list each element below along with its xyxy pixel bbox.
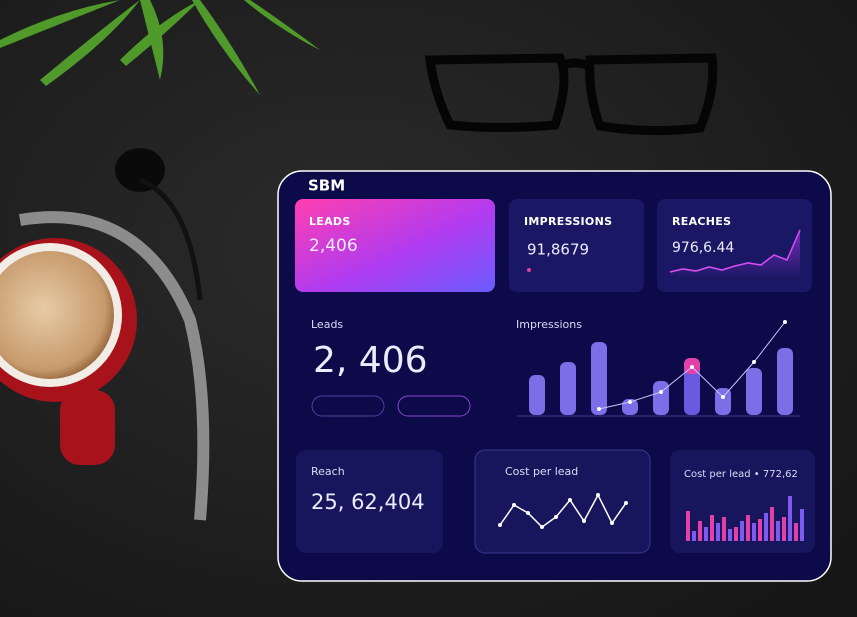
bar xyxy=(752,523,756,541)
bar xyxy=(710,515,714,541)
cost-point xyxy=(526,511,530,515)
reach-card xyxy=(296,450,443,553)
coffee xyxy=(0,251,114,379)
bar xyxy=(529,375,545,415)
trend-point xyxy=(783,320,787,324)
trend-point xyxy=(597,407,601,411)
impressions-card xyxy=(509,199,644,292)
cost-point xyxy=(624,501,628,505)
card-label: LEADS xyxy=(309,215,351,228)
bar xyxy=(728,529,732,541)
reach-value: 25, 62,404 xyxy=(311,490,425,514)
bar xyxy=(776,521,780,541)
bar xyxy=(777,348,793,415)
bar xyxy=(740,521,744,541)
bar xyxy=(653,381,669,415)
bar xyxy=(692,531,696,541)
bar xyxy=(782,517,786,541)
bar xyxy=(734,527,738,541)
bar xyxy=(560,362,576,415)
cost-point xyxy=(554,515,558,519)
bar xyxy=(788,496,792,541)
legend-dot xyxy=(527,268,531,272)
card-label: REACHES xyxy=(672,215,731,228)
section-title: Leads xyxy=(311,318,343,331)
brand: SBM xyxy=(308,177,345,195)
bar xyxy=(764,513,768,541)
bar xyxy=(794,523,798,541)
bar xyxy=(686,511,690,541)
section-title: Cost per lead xyxy=(505,465,578,478)
cost-point xyxy=(512,503,516,507)
card-value: 91,8679 xyxy=(527,241,589,259)
leads-card xyxy=(295,199,495,292)
section-title: Reach xyxy=(311,465,345,478)
sparkline-area xyxy=(670,230,800,278)
bar xyxy=(704,527,708,541)
trend-point xyxy=(628,400,632,404)
bar xyxy=(770,507,774,541)
bar xyxy=(746,515,750,541)
card-value: 2,406 xyxy=(309,236,358,256)
bar xyxy=(746,368,762,415)
cost-point xyxy=(540,525,544,529)
cost-point xyxy=(568,498,572,502)
section-title: Impressions xyxy=(516,318,582,331)
leads-value: 2, 406 xyxy=(313,340,428,381)
bar xyxy=(591,342,607,415)
bar xyxy=(800,509,804,541)
cost-point xyxy=(596,493,600,497)
headset xyxy=(19,211,210,521)
pill xyxy=(311,395,385,417)
card-value: 976,6.44 xyxy=(672,240,734,256)
glasses xyxy=(424,53,718,136)
cost-point xyxy=(610,521,614,525)
pill xyxy=(397,395,471,417)
trend-point xyxy=(690,365,694,369)
cost-line xyxy=(499,493,627,528)
section-title: Cost per lead • 772,62 xyxy=(684,469,798,480)
plant xyxy=(0,0,320,95)
cost-point xyxy=(582,519,586,523)
bar xyxy=(715,388,731,415)
card-label: IMPRESSIONS xyxy=(524,215,612,228)
trend-point xyxy=(721,395,725,399)
microphone xyxy=(115,148,165,192)
bar xyxy=(698,521,702,541)
mic-arm xyxy=(139,177,203,301)
cup-handle xyxy=(60,390,115,465)
cost-point xyxy=(498,523,502,527)
bar xyxy=(758,519,762,541)
trend-point xyxy=(659,390,663,394)
bar xyxy=(722,517,726,541)
cost-card xyxy=(474,449,651,554)
bar xyxy=(716,523,720,541)
trend-point xyxy=(752,360,756,364)
